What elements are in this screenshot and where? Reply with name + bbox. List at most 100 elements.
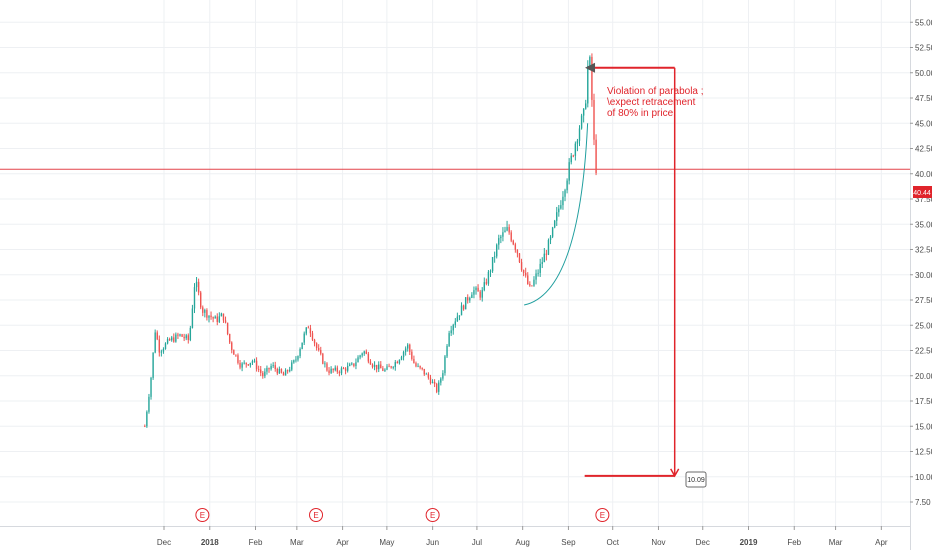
candle-body bbox=[322, 353, 324, 364]
candle-body bbox=[183, 336, 185, 339]
candle-body bbox=[307, 327, 310, 329]
candle-body bbox=[320, 350, 322, 354]
candle-body bbox=[249, 362, 252, 366]
time-tick-label: Mar bbox=[829, 538, 843, 547]
candle-body bbox=[585, 103, 587, 109]
earnings-marker-label: E bbox=[313, 511, 318, 520]
candle-body bbox=[467, 297, 469, 301]
candle-body bbox=[533, 279, 535, 286]
candle-body bbox=[429, 377, 432, 384]
candle-body bbox=[419, 365, 421, 368]
candle-body bbox=[529, 284, 531, 286]
candle-body bbox=[255, 360, 258, 370]
candle-body bbox=[284, 370, 287, 376]
violation-arrow-icon bbox=[585, 62, 596, 73]
candle-body bbox=[171, 337, 173, 341]
time-tick-label: Jul bbox=[472, 538, 482, 547]
candle-body bbox=[390, 366, 392, 368]
time-tick-label: Apr bbox=[336, 538, 349, 547]
earnings-marker-circle bbox=[195, 508, 210, 522]
candle-body bbox=[595, 139, 597, 174]
candle-body bbox=[578, 128, 581, 141]
candle-body bbox=[421, 367, 423, 369]
candle-body bbox=[338, 371, 341, 374]
candle-body bbox=[400, 357, 403, 360]
candle-body bbox=[477, 287, 479, 292]
candle-body bbox=[446, 345, 448, 357]
candle-body bbox=[551, 227, 554, 237]
candle-body bbox=[440, 378, 442, 383]
candle-body bbox=[357, 357, 359, 363]
target-price-label[interactable]: 10.09 bbox=[685, 471, 707, 488]
candle-body bbox=[471, 294, 473, 298]
candle-body bbox=[549, 236, 552, 241]
candle-body bbox=[518, 253, 521, 263]
candle-body bbox=[373, 364, 376, 367]
price-tick-label: 35.00 bbox=[915, 220, 932, 229]
candle-body bbox=[392, 367, 394, 368]
candle-body bbox=[216, 316, 218, 322]
candle-body bbox=[344, 368, 347, 371]
price-tick-label: 7.50 bbox=[915, 498, 931, 507]
candle-body bbox=[520, 262, 523, 270]
candle-body bbox=[272, 365, 274, 367]
price-axis[interactable]: 57.50 55.00 52.50 50.00 47.50 45.00 42.50 40.00… bbox=[910, 0, 932, 550]
price-tick-label: 47.50 bbox=[915, 94, 932, 103]
time-tick-label: Aug bbox=[516, 538, 530, 547]
time-tick-label: Mar bbox=[290, 538, 304, 547]
candle-body bbox=[396, 362, 399, 364]
candle-body bbox=[346, 365, 349, 371]
candle-body bbox=[425, 373, 428, 375]
candle-body bbox=[177, 334, 179, 336]
candle-body bbox=[226, 322, 229, 334]
time-tick-label: May bbox=[379, 538, 394, 547]
candle-body bbox=[543, 253, 546, 263]
candle-body bbox=[224, 320, 227, 323]
candle-body bbox=[268, 367, 270, 370]
candle-body bbox=[498, 238, 500, 245]
candle-body bbox=[371, 364, 374, 367]
time-axis[interactable]: Dec 2018 Feb Mar Apr May Jun Jul Aug Sep Oct Nov Dec… bbox=[0, 526, 910, 547]
candle-body bbox=[179, 334, 181, 336]
candle-body bbox=[340, 368, 343, 374]
violation-annotation[interactable]: Violation of parabola ; \expect retracem… bbox=[607, 86, 704, 119]
candle-body bbox=[402, 351, 405, 358]
price-tick-label: 37.50 bbox=[915, 195, 932, 204]
candle-body bbox=[181, 334, 183, 337]
candle-body bbox=[452, 324, 454, 331]
candle-body bbox=[431, 381, 434, 384]
price-tick-label: 32.50 bbox=[915, 246, 932, 255]
price-tick-label: 50.00 bbox=[915, 69, 932, 78]
earnings-marker-circle bbox=[425, 508, 440, 522]
candle-body bbox=[491, 257, 494, 272]
time-tick-label: Jun bbox=[426, 538, 439, 547]
candle-body bbox=[541, 262, 543, 264]
candle-body bbox=[382, 368, 384, 371]
price-tick-label: 12.50 bbox=[915, 448, 932, 457]
candle-body bbox=[481, 290, 483, 298]
candle-body bbox=[553, 220, 556, 228]
target-label-text: 10.09 bbox=[687, 477, 705, 484]
candle-body bbox=[487, 271, 490, 284]
candle-body bbox=[237, 355, 239, 363]
candle-body bbox=[251, 361, 254, 363]
candle-body bbox=[168, 339, 171, 341]
candle-body bbox=[193, 287, 196, 309]
candle-body bbox=[380, 364, 382, 369]
candle-body bbox=[409, 344, 411, 352]
candle-body bbox=[576, 140, 579, 144]
earnings-marker-circle bbox=[309, 508, 324, 522]
candle-body bbox=[185, 335, 187, 339]
time-tick-label: Dec bbox=[696, 538, 710, 547]
candle-body bbox=[212, 317, 214, 319]
candle-body bbox=[189, 327, 192, 340]
candle-body bbox=[493, 256, 496, 258]
candle-body bbox=[469, 297, 471, 301]
current-price-tag-box bbox=[913, 186, 932, 198]
retracement-projection bbox=[584, 62, 680, 478]
price-tick-label: 45.00 bbox=[915, 119, 932, 128]
price-tick-label: 30.00 bbox=[915, 271, 932, 280]
price-tick-label: 15.00 bbox=[915, 422, 932, 431]
